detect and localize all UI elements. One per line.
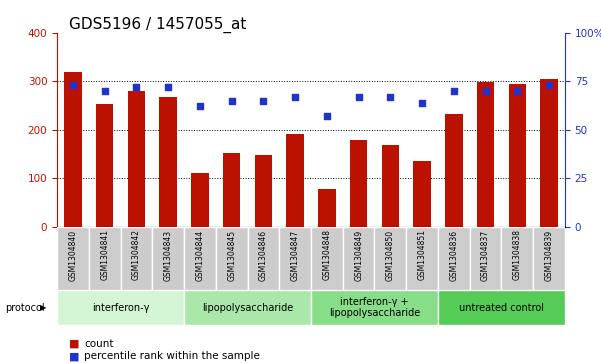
Bar bbox=[184, 227, 216, 290]
Point bbox=[417, 100, 427, 106]
Text: GSM1304843: GSM1304843 bbox=[163, 229, 172, 281]
Bar bbox=[57, 227, 89, 290]
Point bbox=[513, 88, 522, 94]
Bar bbox=[121, 227, 152, 290]
Point bbox=[163, 84, 173, 90]
Bar bbox=[445, 114, 463, 227]
Text: ▶: ▶ bbox=[40, 303, 47, 312]
Bar bbox=[152, 227, 184, 290]
Point bbox=[354, 94, 364, 100]
Text: GSM1304848: GSM1304848 bbox=[322, 229, 331, 280]
Text: interferon-γ: interferon-γ bbox=[92, 303, 149, 313]
Bar bbox=[533, 227, 565, 290]
Bar bbox=[64, 73, 82, 227]
Text: GSM1304847: GSM1304847 bbox=[291, 229, 300, 281]
Bar bbox=[470, 227, 501, 290]
Text: GSM1304849: GSM1304849 bbox=[354, 229, 363, 281]
Text: GSM1304842: GSM1304842 bbox=[132, 229, 141, 280]
Text: ■: ■ bbox=[69, 351, 79, 362]
Text: GSM1304837: GSM1304837 bbox=[481, 229, 490, 281]
Text: GSM1304839: GSM1304839 bbox=[545, 229, 554, 281]
Bar bbox=[350, 140, 367, 227]
Text: percentile rank within the sample: percentile rank within the sample bbox=[84, 351, 260, 362]
Bar bbox=[287, 134, 304, 227]
Bar bbox=[501, 227, 533, 290]
Point bbox=[195, 103, 205, 109]
Point bbox=[132, 84, 141, 90]
Text: GSM1304851: GSM1304851 bbox=[418, 229, 427, 280]
Bar bbox=[191, 174, 209, 227]
Bar bbox=[540, 79, 558, 227]
Bar bbox=[255, 155, 272, 227]
Bar bbox=[508, 83, 526, 227]
Bar bbox=[413, 161, 431, 227]
Bar bbox=[374, 227, 406, 290]
Bar bbox=[184, 290, 311, 325]
Bar bbox=[311, 227, 343, 290]
Bar bbox=[128, 91, 145, 227]
Point bbox=[386, 94, 395, 100]
Point bbox=[481, 88, 490, 94]
Point bbox=[68, 82, 78, 88]
Point bbox=[227, 98, 236, 103]
Text: GSM1304840: GSM1304840 bbox=[69, 229, 78, 281]
Bar bbox=[438, 290, 565, 325]
Text: GSM1304838: GSM1304838 bbox=[513, 229, 522, 280]
Point bbox=[100, 88, 109, 94]
Bar bbox=[438, 227, 470, 290]
Text: GSM1304850: GSM1304850 bbox=[386, 229, 395, 281]
Bar bbox=[382, 145, 399, 227]
Bar bbox=[318, 189, 335, 227]
Text: protocol: protocol bbox=[5, 303, 44, 313]
Bar bbox=[343, 227, 374, 290]
Point bbox=[449, 88, 459, 94]
Bar bbox=[279, 227, 311, 290]
Bar bbox=[159, 97, 177, 227]
Text: GSM1304846: GSM1304846 bbox=[259, 229, 268, 281]
Text: GSM1304845: GSM1304845 bbox=[227, 229, 236, 281]
Text: count: count bbox=[84, 339, 114, 349]
Text: GSM1304836: GSM1304836 bbox=[450, 229, 459, 281]
Point bbox=[322, 113, 332, 119]
Text: interferon-γ +
lipopolysaccharide: interferon-γ + lipopolysaccharide bbox=[329, 297, 420, 318]
Point bbox=[545, 82, 554, 88]
Bar bbox=[248, 227, 279, 290]
Bar bbox=[406, 227, 438, 290]
Bar bbox=[96, 104, 114, 227]
Bar bbox=[223, 153, 240, 227]
Text: untreated control: untreated control bbox=[459, 303, 544, 313]
Text: GSM1304841: GSM1304841 bbox=[100, 229, 109, 280]
Text: GSM1304844: GSM1304844 bbox=[195, 229, 204, 281]
Text: ■: ■ bbox=[69, 339, 79, 349]
Bar bbox=[89, 227, 121, 290]
Bar bbox=[477, 82, 494, 227]
Text: lipopolysaccharide: lipopolysaccharide bbox=[202, 303, 293, 313]
Text: GDS5196 / 1457055_at: GDS5196 / 1457055_at bbox=[69, 16, 246, 33]
Bar bbox=[311, 290, 438, 325]
Bar bbox=[216, 227, 248, 290]
Point bbox=[290, 94, 300, 100]
Bar bbox=[57, 290, 184, 325]
Point bbox=[258, 98, 268, 103]
